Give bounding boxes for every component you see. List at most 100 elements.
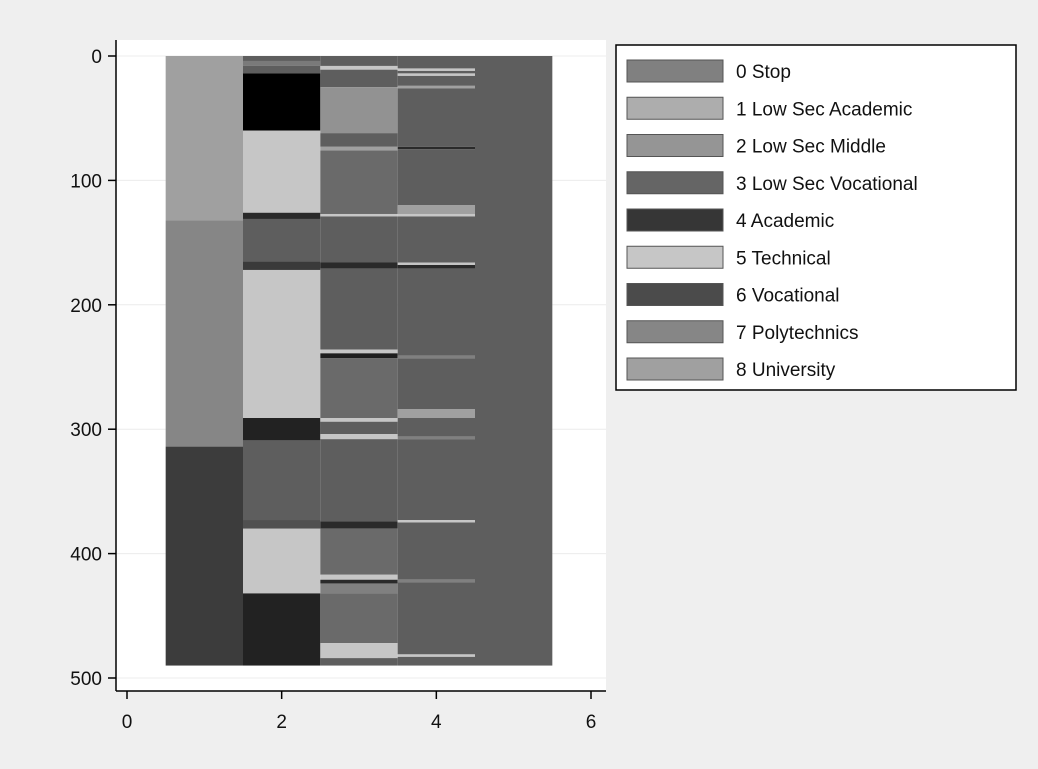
axes: 0 100 200 300 400 500 0 2 4 6 [70,40,606,733]
heatmap-cell [397,85,475,89]
legend-label: 2 Low Sec Middle [736,137,886,158]
heatmap-cell [243,528,321,594]
heatmap-cell [397,88,475,147]
heatmap-cell [320,593,398,644]
x-tick-label: 4 [431,712,442,733]
heatmap-cell [397,75,475,86]
heatmap-cell [397,56,475,69]
heatmap-cell [320,262,398,269]
y-tick-label: 0 [91,47,102,68]
heatmap-cell [320,574,398,580]
heatmap-cell [397,68,475,71]
heatmap-cell [320,658,398,666]
heatmap-cell [397,146,475,150]
heatmap-cell [320,353,398,359]
heatmap-cell [320,349,398,354]
heatmap-cell [397,268,475,356]
heatmap-cell [397,654,475,657]
heatmap-cell [320,133,398,147]
heatmap-cell [397,436,475,440]
heatmap-cell [320,56,398,66]
heatmap-cell [243,261,321,270]
heatmap-cell [243,56,321,61]
legend-swatch [626,208,724,232]
y-tick-label: 400 [70,545,102,566]
heatmap-cell [320,521,398,529]
heatmap-cell [320,643,398,659]
heatmap-cell [165,220,243,447]
heatmap-cell [165,56,243,221]
heatmap-cell [397,439,475,521]
heatmap-cell [320,421,398,435]
heatmap-cell [397,149,475,206]
heatmap-cell [320,87,398,134]
heatmap-cell [243,593,321,666]
heatmap-cell [397,355,475,359]
x-tick-label: 0 [122,712,133,733]
heatmap-cell [397,205,475,214]
legend-swatch [626,59,724,83]
heatmap-cell [397,264,475,269]
heatmap-cell [320,579,398,584]
heatmap-cell [397,409,475,419]
legend-label: 0 Stop [736,62,791,83]
x-tick-label: 6 [586,712,597,733]
heatmap-cell [397,579,475,583]
legend-swatch [626,245,724,269]
heatmap-cell [243,73,321,131]
heatmap-cell [243,60,321,66]
heatmap-cell [397,70,475,74]
y-tick-label: 300 [70,420,102,441]
heatmap-cell [320,65,398,70]
legend-label: 3 Low Sec Vocational [736,174,918,195]
heatmap-cell [397,418,475,437]
heatmap-cell [243,440,321,521]
heatmap-cell [397,522,475,580]
heatmap-cell [397,216,475,263]
heatmap-cell [243,418,321,441]
heatmap-cell [320,418,398,422]
heatmap-cell [475,56,553,666]
heatmap-cell [320,146,398,151]
heatmap-cell [243,130,321,213]
legend-label: 7 Polytechnics [736,323,859,344]
heatmap-cell [320,216,398,263]
heatmap-cell [397,582,475,655]
heatmap-cell [397,358,475,410]
heatmap-cell [320,150,398,214]
heatmap-cell [243,520,321,529]
heatmap-cell [397,520,475,523]
heatmap-cell [320,439,398,522]
heatmap-cell [397,262,475,265]
legend-label: 4 Academic [736,211,834,232]
y-tick-label: 100 [70,171,102,192]
heatmap-cell [320,69,398,88]
legend-swatch [626,283,724,306]
y-tick-label: 500 [70,669,102,690]
heatmap-cell [320,528,398,575]
heatmap-cell [165,446,243,666]
heatmap-cell [243,269,321,419]
legend-swatch [626,320,724,344]
heatmap-cell [243,218,321,262]
legend-swatch [626,134,724,157]
heatmap-cell [243,212,321,219]
heatmap-cell [397,656,475,666]
heatmap-cell [320,213,398,217]
legend: 0 Stop 1 Low Sec Academic 2 Low Sec Middle… [615,44,1017,391]
heatmap-cell [243,65,321,74]
heatmap-cell [397,73,475,76]
legend-swatch [626,96,724,120]
legend-label: 6 Vocational [736,286,840,307]
x-tick-label: 2 [276,712,287,733]
legend-swatch [626,357,724,381]
heatmap-cell [320,268,398,350]
heatmap-cell [397,213,475,217]
heatmap-cell [320,583,398,594]
legend-label: 8 University [736,360,836,381]
legend-label: 1 Low Sec Academic [736,99,912,120]
heatmap-cell [320,358,398,419]
legend-label: 5 Technical [736,248,831,269]
